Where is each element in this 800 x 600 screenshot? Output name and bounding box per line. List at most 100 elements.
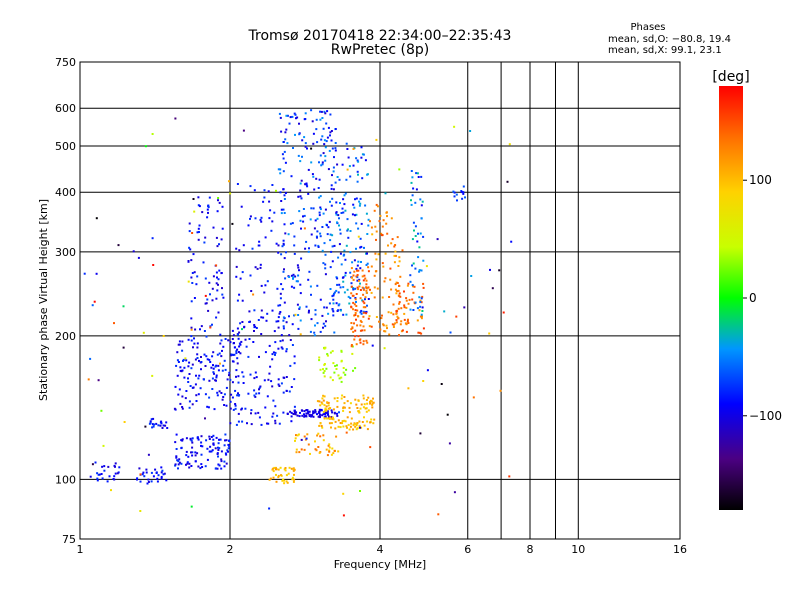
echo-point (365, 289, 368, 292)
echo-point (354, 398, 357, 401)
echo-point (364, 296, 367, 299)
echo-point (308, 413, 311, 416)
echo-point (422, 380, 425, 382)
echo-point (312, 142, 315, 145)
echo-point (488, 332, 491, 335)
echo-point (332, 166, 335, 169)
echo-point (250, 412, 252, 415)
echo-point (196, 342, 199, 345)
echo-point (147, 481, 150, 483)
echo-point (307, 411, 310, 414)
echo-point (239, 352, 242, 355)
echo-point (293, 235, 296, 238)
echo-point (329, 134, 331, 137)
echo-point (177, 463, 180, 466)
echo-point (294, 275, 297, 278)
echo-point (229, 192, 232, 195)
echo-point (282, 157, 285, 160)
echo-point (240, 205, 243, 208)
echo-point (343, 406, 346, 409)
echo-point (314, 313, 317, 316)
echo-point (292, 467, 295, 470)
echo-point (307, 278, 310, 281)
echo-point (395, 312, 398, 315)
echo-point (290, 285, 293, 288)
echo-point (293, 314, 296, 317)
echo-point (366, 304, 368, 307)
echo-point (412, 221, 415, 224)
echo-point (425, 265, 428, 268)
echo-point (345, 313, 348, 316)
echo-point (394, 322, 397, 325)
echo-point (159, 424, 162, 427)
echo-point (181, 349, 184, 352)
echo-point (299, 182, 302, 185)
echo-point (207, 211, 209, 214)
echo-point (355, 428, 358, 431)
echo-point (299, 283, 302, 286)
echo-point (103, 469, 106, 472)
colorbar-gradient (719, 86, 743, 510)
echo-point (357, 269, 360, 272)
echo-point (331, 379, 334, 382)
echo-point (315, 128, 318, 131)
echo-point (416, 307, 419, 310)
echo-point (298, 269, 300, 272)
echo-point (356, 324, 359, 327)
echo-point (418, 270, 421, 273)
echo-point (339, 286, 342, 289)
echo-point (337, 425, 340, 428)
echo-point (361, 269, 364, 272)
echo-point (398, 260, 401, 263)
echo-point (197, 377, 200, 380)
colorbar-tick-label: 0 (749, 291, 757, 305)
echo-point (218, 201, 221, 204)
echo-point (323, 110, 326, 113)
echo-point (108, 475, 111, 478)
echo-point (332, 314, 335, 317)
echo-point (207, 204, 210, 207)
echo-point (188, 462, 191, 465)
echo-point (417, 256, 420, 259)
echo-point (300, 227, 302, 230)
echo-point (359, 197, 362, 200)
echo-point (196, 452, 199, 455)
echo-point (358, 420, 361, 423)
echo-point (279, 311, 282, 313)
echo-point (333, 292, 335, 295)
echo-point (318, 451, 321, 454)
echo-point (230, 393, 233, 396)
echo-point (328, 422, 331, 425)
echo-point (298, 122, 300, 125)
echo-point (216, 353, 219, 356)
echo-point (409, 274, 412, 277)
echo-point (192, 253, 195, 256)
echo-point (296, 264, 299, 267)
echo-point (215, 297, 218, 300)
echo-point (345, 425, 348, 428)
echo-point (238, 293, 241, 296)
echo-point (216, 452, 219, 455)
echo-point (282, 376, 285, 379)
echo-point (136, 478, 138, 481)
echo-point (220, 272, 223, 274)
echo-point (318, 359, 321, 362)
echo-point (282, 316, 285, 319)
echo-point (214, 467, 217, 470)
echo-point (295, 451, 298, 454)
echo-point (174, 385, 177, 388)
echo-point (359, 426, 361, 429)
echo-point (322, 368, 324, 371)
echo-point (363, 424, 366, 427)
echo-point (285, 114, 288, 117)
echo-point (366, 252, 368, 255)
echo-point (288, 122, 291, 125)
echo-point (327, 168, 330, 171)
echo-point (310, 318, 313, 321)
echo-point (215, 316, 218, 319)
echo-point (183, 376, 186, 379)
echo-point (252, 293, 255, 296)
echo-point (353, 259, 356, 262)
stats-x-line: mean, sd,X: 99.1, 23.1 (608, 45, 722, 56)
echo-point (274, 419, 277, 422)
